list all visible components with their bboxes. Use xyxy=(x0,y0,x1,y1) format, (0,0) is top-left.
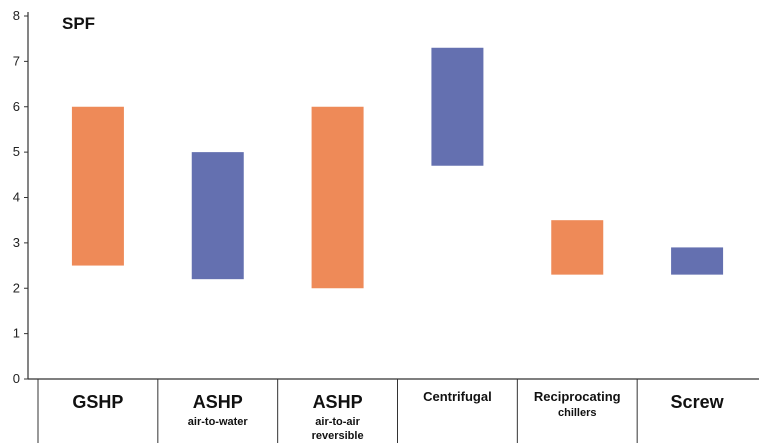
y-tick-label: 0 xyxy=(13,371,20,386)
category-label: ASHP xyxy=(313,392,363,412)
bars xyxy=(71,47,724,289)
y-tick-label: 7 xyxy=(13,53,20,68)
y-axis-label: SPF xyxy=(62,14,95,33)
range-bar xyxy=(311,106,364,289)
range-bar xyxy=(671,247,724,275)
y-tick-label: 5 xyxy=(13,144,20,159)
category-sublabel: reversible xyxy=(312,430,364,442)
range-bar xyxy=(551,220,604,275)
category-label: Screw xyxy=(671,392,725,412)
y-tick-label: 1 xyxy=(13,326,20,341)
range-bar xyxy=(71,106,124,266)
y-tick-label: 6 xyxy=(13,99,20,114)
y-tick-label: 4 xyxy=(13,190,20,205)
axes: 0 1 2 3 4 5 6 7 8 xyxy=(13,8,759,386)
category-sublabel: chillers xyxy=(558,407,597,419)
category-label: ASHP xyxy=(193,392,243,412)
y-tick-label: 2 xyxy=(13,280,20,295)
y-tick-label: 3 xyxy=(13,235,20,250)
range-bar xyxy=(191,152,244,280)
category-label: GSHP xyxy=(72,392,123,412)
category-label: Centrifugal xyxy=(423,389,492,404)
y-tick-label: 8 xyxy=(13,8,20,23)
category-sublabel: air-to-water xyxy=(188,416,249,428)
category-labels: GSHP ASHP air-to-water ASHP air-to-air revers… xyxy=(37,379,725,443)
range-bar xyxy=(431,47,484,166)
category-label: Reciprocating xyxy=(534,389,621,404)
category-sublabel: air-to-air xyxy=(315,416,360,428)
